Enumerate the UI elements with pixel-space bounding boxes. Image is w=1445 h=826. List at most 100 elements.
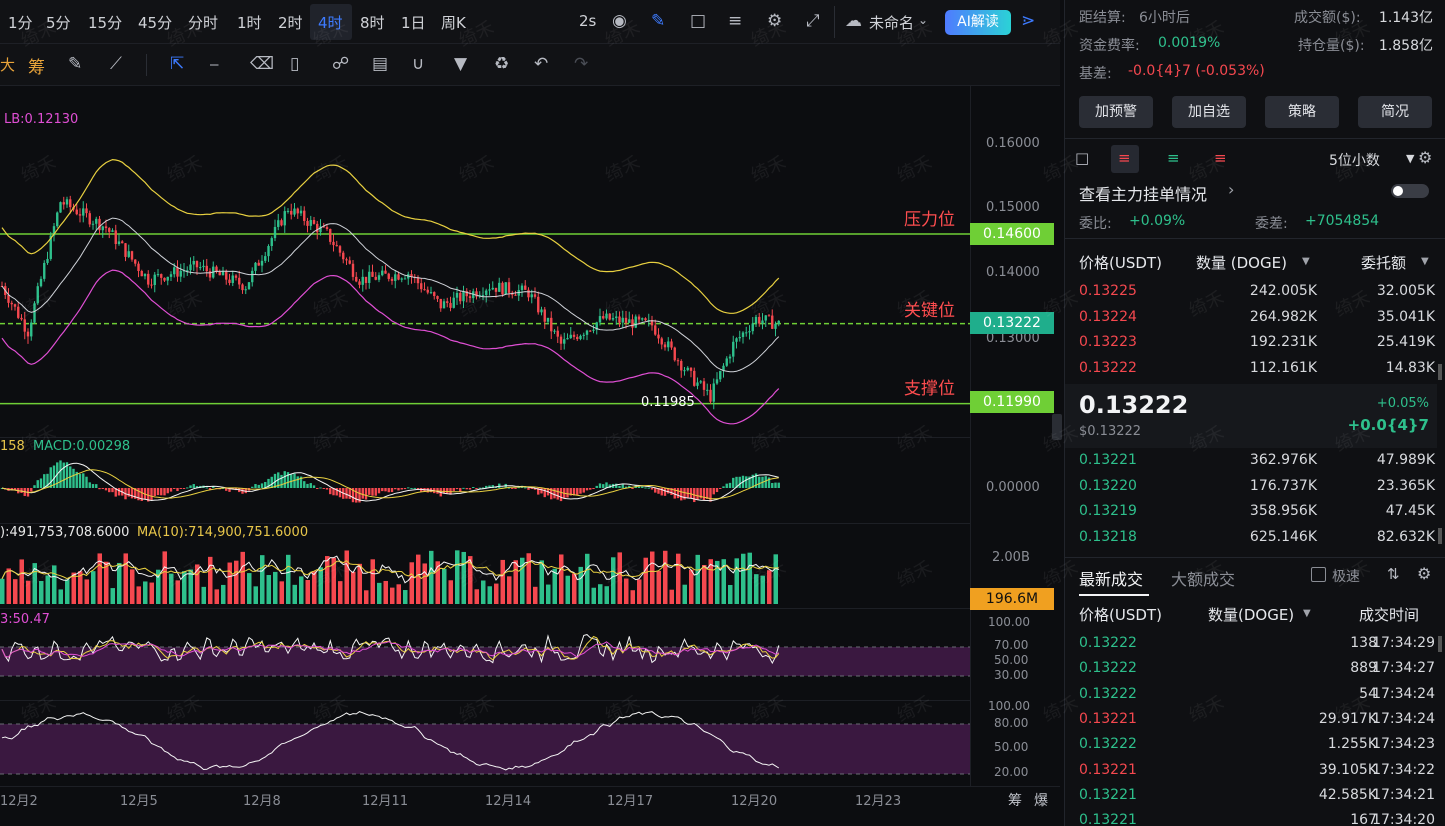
macd-bar	[104, 488, 108, 491]
candle-body	[134, 259, 137, 264]
scrollbar[interactable]	[1438, 636, 1442, 652]
chevron-down-icon[interactable]: ▼	[1303, 608, 1311, 619]
ask-row[interactable]: 0.13224 264.982K 35.041K	[1079, 309, 1435, 334]
scrollbar[interactable]	[1438, 364, 1442, 380]
tf-8h[interactable]: 8时	[360, 14, 385, 32]
line-tool-icon[interactable]: ⟋	[110, 54, 122, 74]
pen-icon[interactable]: ✎	[651, 11, 666, 31]
redo-icon[interactable]: ↷	[574, 54, 589, 74]
main-orders-toggle[interactable]	[1391, 184, 1429, 198]
tf-timeshare[interactable]: 分时	[188, 14, 219, 32]
big-icon[interactable]: 大	[0, 56, 16, 74]
bid-row[interactable]: 0.13221 362.976K 47.989K	[1079, 452, 1435, 477]
book-mode-icon[interactable]: □	[1075, 149, 1090, 167]
tf-week[interactable]: 周K	[441, 14, 466, 32]
overview-button[interactable]: 简况	[1358, 96, 1432, 128]
volume-bar	[442, 568, 447, 604]
volume-bar	[156, 569, 161, 604]
ask-row[interactable]: 0.13225 242.005K 32.005K	[1079, 283, 1435, 308]
tf-2h[interactable]: 2时	[278, 14, 303, 32]
macd-bar	[82, 473, 85, 488]
candle-body	[553, 330, 556, 332]
chart-area[interactable]: LB:0.12130 0.16000 0.15000 0.14000 0.130…	[0, 86, 1062, 826]
book-both-icon[interactable]: ≡	[1118, 149, 1131, 167]
candle-icon[interactable]: ▯	[290, 54, 300, 74]
ai-analysis-button[interactable]: AI解读	[945, 10, 1011, 35]
ask-row[interactable]: 0.13223 192.231K 25.419K	[1079, 334, 1435, 359]
chevron-down-icon[interactable]: ▼	[1406, 152, 1415, 165]
ruler-icon[interactable]: ⎯	[210, 54, 219, 74]
scrollbar[interactable]	[1438, 528, 1442, 544]
macd-bar	[319, 487, 322, 489]
tab-large-trades[interactable]: 大额成交	[1171, 570, 1236, 589]
chip-distribution-button[interactable]: 筹	[1008, 793, 1022, 809]
list-icon[interactable]: ≡	[728, 11, 743, 31]
add-watchlist-button[interactable]: 加自选	[1172, 96, 1246, 128]
chevron-down-icon[interactable]: ▼	[1302, 256, 1310, 267]
macd-bar	[20, 488, 23, 493]
sort-icon[interactable]: ⇅	[1387, 565, 1400, 583]
candle-body	[322, 226, 325, 228]
tf-1h[interactable]: 1时	[237, 14, 262, 32]
bid-row[interactable]: 0.13219 358.956K 47.45K	[1079, 503, 1435, 528]
macd-bar	[384, 488, 387, 492]
cloud-icon: ☁	[845, 11, 862, 31]
tf-1d[interactable]: 1日	[401, 14, 426, 32]
eraser-icon[interactable]: ⌫	[250, 54, 275, 74]
decimals-select[interactable]: 5位小数	[1329, 153, 1380, 169]
book-asks-icon[interactable]: ≡	[1214, 149, 1227, 167]
macd-bar	[491, 485, 494, 488]
chevron-down-icon[interactable]: ▼	[1421, 256, 1429, 267]
lock-icon[interactable]: ☍	[332, 54, 350, 74]
tf-15m[interactable]: 15分	[88, 14, 123, 32]
chevron-down-icon[interactable]: ⌄	[918, 13, 929, 27]
cursor-icon[interactable]: ⇱	[170, 54, 185, 74]
edit-box-icon[interactable]: ✎	[68, 54, 83, 74]
add-alert-button[interactable]: 加预警	[1079, 96, 1153, 128]
settings-icon[interactable]: ⚙	[1417, 564, 1432, 583]
macd-bar	[767, 477, 771, 488]
chevron-right-icon[interactable]: ›	[1228, 180, 1235, 199]
quantity: 625.146K	[1249, 528, 1317, 545]
macd-bar	[98, 488, 101, 490]
tab-latest-trades[interactable]: 最新成交	[1079, 570, 1144, 589]
candle-body	[208, 271, 212, 278]
trades-header-qty[interactable]: 数量(DOGE)	[1208, 606, 1295, 624]
book-header-qty[interactable]: 数量 (DOGE)	[1196, 254, 1287, 272]
workspace-name[interactable]: 未命名	[869, 14, 915, 32]
volume-bar	[695, 554, 700, 604]
refresh-interval[interactable]: 2s	[579, 12, 597, 30]
main-orders-link[interactable]: 查看主力挂单情况	[1079, 185, 1208, 204]
macd-bar	[533, 488, 537, 490]
candle-body	[556, 330, 559, 337]
filter-icon[interactable]: ▼	[454, 54, 468, 74]
share-icon[interactable]: ⋗	[1021, 11, 1036, 31]
tf-4h[interactable]: 4时	[318, 14, 343, 32]
tf-45m[interactable]: 45分	[138, 14, 173, 32]
bid-row[interactable]: 0.13220 176.737K 23.365K	[1079, 478, 1435, 503]
note-icon[interactable]: ▤	[372, 54, 389, 74]
undo-icon[interactable]: ↶	[534, 54, 549, 74]
fullscreen-icon[interactable]: ⤢	[806, 11, 820, 31]
liquidation-button[interactable]: 爆	[1034, 793, 1048, 809]
ask-row[interactable]: 0.13222 112.161K 14.83K	[1079, 360, 1435, 385]
settings-icon[interactable]: ⚙	[767, 11, 783, 31]
resistance-price-tag: 0.14600	[970, 223, 1054, 245]
book-header-amount[interactable]: 委托额	[1361, 254, 1407, 272]
book-bids-icon[interactable]: ≡	[1167, 149, 1180, 167]
trash-icon[interactable]: ♻	[494, 54, 510, 74]
chip-icon[interactable]: 筹	[28, 58, 45, 78]
strategy-button[interactable]: 策略	[1265, 96, 1339, 128]
lb-label: LB:0.12130	[4, 112, 79, 127]
fast-checkbox[interactable]	[1311, 567, 1326, 582]
settings-icon[interactable]: ⚙	[1418, 148, 1433, 167]
magnet-icon[interactable]: ∪	[412, 54, 425, 74]
camera-icon[interactable]: ◉	[612, 11, 627, 31]
comment-icon[interactable]: □	[690, 11, 707, 31]
trade-time: 17:34:24	[1372, 710, 1435, 727]
chart-canvas[interactable]	[0, 86, 1060, 826]
tf-1m[interactable]: 1分	[8, 14, 33, 32]
tf-5m[interactable]: 5分	[46, 14, 71, 32]
panel-collapse-handle[interactable]	[1052, 414, 1062, 440]
bid-row[interactable]: 0.13218 625.146K 82.632K	[1079, 529, 1435, 554]
